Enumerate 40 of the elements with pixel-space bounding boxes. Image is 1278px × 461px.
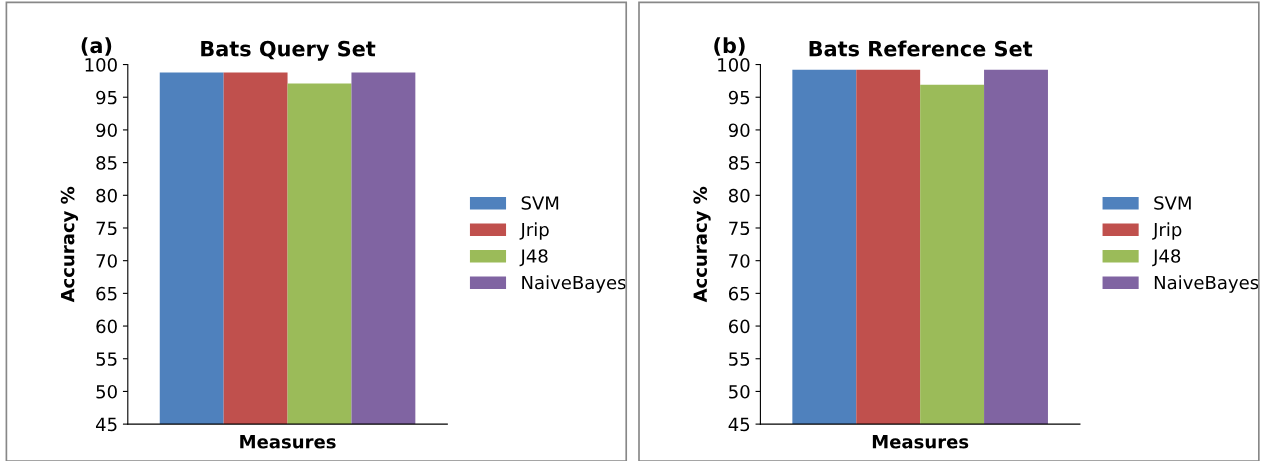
y-tick-label: 100 — [718, 58, 750, 72]
legend-label: NaiveBayes — [522, 275, 626, 293]
y-tick-label: 60 — [728, 319, 750, 334]
legend-label: J48 — [519, 249, 548, 267]
y-tick-label: 80 — [96, 188, 117, 203]
legend-label: SVM — [1154, 196, 1191, 210]
y-axis-title: Accuracy % — [693, 186, 711, 303]
y-tick-label: 100 — [85, 58, 117, 72]
y-tick-label: 70 — [96, 254, 117, 268]
legend-label: SVM — [521, 196, 559, 210]
y-axis-title: Accuracy % — [60, 186, 79, 303]
legend-label: Jrip — [519, 222, 549, 240]
text: (a) — [81, 37, 112, 56]
y-tick-label: 60 — [96, 319, 117, 334]
y-tick-label: 70 — [729, 254, 750, 268]
text: (b) — [714, 37, 745, 56]
y-tick-label: 50 — [96, 384, 117, 399]
y-tick-label: 65 — [96, 286, 117, 301]
y-tick-label: 75 — [96, 221, 117, 236]
chart-title: Bats Reference Set — [809, 40, 1033, 57]
x-axis-title: Measures — [240, 435, 336, 449]
y-tick-label: 90 — [728, 123, 750, 138]
y-tick-label: 50 — [729, 384, 750, 399]
y-tick-label: 45 — [95, 417, 117, 432]
y-tick-label: 85 — [96, 156, 117, 170]
y-tick-label: 45 — [728, 417, 750, 432]
y-tick-label: 95 — [96, 90, 117, 105]
y-tick-label: 75 — [729, 221, 750, 236]
legend-label: Jrip — [1152, 222, 1182, 240]
y-tick-label: 85 — [728, 156, 750, 170]
y-tick-label: 95 — [728, 90, 750, 105]
x-axis-title: Measures — [872, 435, 969, 449]
chart-title: Bats Query Set — [201, 40, 376, 61]
legend-label: NaiveBayes — [1154, 275, 1259, 293]
y-tick-label: 55 — [96, 352, 117, 366]
legend-label: J48 — [1152, 249, 1181, 267]
y-tick-label: 90 — [96, 123, 117, 138]
y-tick-label: 55 — [729, 352, 750, 366]
y-tick-label: 80 — [728, 188, 750, 203]
y-tick-label: 65 — [728, 286, 750, 301]
